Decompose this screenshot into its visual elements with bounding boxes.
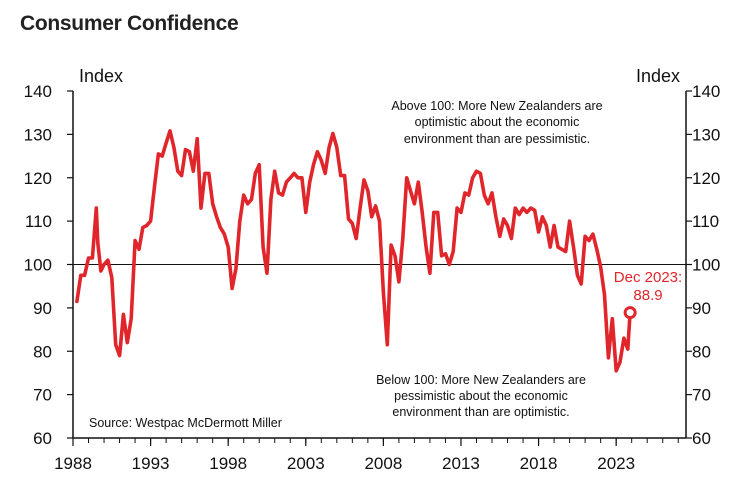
x-tick-label: 2008 <box>364 454 402 473</box>
x-tick-label: 2018 <box>520 454 558 473</box>
x-tick-label: 2003 <box>287 454 325 473</box>
y-tick-label-right: 110 <box>692 212 719 231</box>
x-tick-label: 2023 <box>597 454 635 473</box>
y-tick-label-right: 120 <box>692 169 720 188</box>
x-tick-label: 1993 <box>132 454 170 473</box>
series-line-consumer-confidence <box>75 129 632 373</box>
y-tick-label-right: 60 <box>692 429 711 448</box>
y-tick-label-right: 100 <box>692 256 720 275</box>
annotation-above-line-1: Above 100: More New Zealanders are <box>391 99 602 113</box>
x-tick-label: 1988 <box>54 454 92 473</box>
y-tick-label-right: 130 <box>692 125 720 144</box>
y-tick-label-right: 90 <box>692 299 711 318</box>
tick-layer: 60 60 70 70 80 80 90 90 100 100 110 110 120 120 130 130… <box>24 82 721 473</box>
annotation-above-line-2: optimistic about the economic <box>415 115 580 129</box>
source-note: Source: Westpac McDermott Miller <box>89 416 282 430</box>
series-layer <box>75 129 637 373</box>
x-tick-label: 1998 <box>209 454 247 473</box>
y-tick-label-left: 140 <box>24 82 52 101</box>
y-tick-label-left: 110 <box>25 212 52 231</box>
y-tick-label-left: 80 <box>33 342 52 361</box>
y-tick-label-right: 80 <box>692 342 711 361</box>
annotation-above-line-3: environment than are pessimistic. <box>404 132 590 146</box>
y-tick-label-right: 140 <box>692 82 720 101</box>
y-tick-label-left: 120 <box>24 169 52 188</box>
last-point-marker <box>623 306 637 320</box>
annotation-below-line-3: environment than are optimistic. <box>392 405 569 419</box>
chart-title: Consumer Confidence <box>20 12 239 35</box>
y-tick-label-left: 60 <box>33 429 52 448</box>
x-tick-label: 2013 <box>442 454 480 473</box>
y-tick-label-right: 70 <box>692 386 711 405</box>
y-axis-label-left: Index <box>79 66 123 86</box>
y-tick-label-left: 90 <box>33 299 52 318</box>
annotation-below-line-2: pessimistic about the economic <box>394 389 568 403</box>
y-axis-label-right: Index <box>636 66 680 86</box>
y-tick-label-left: 130 <box>24 125 52 144</box>
last-point-label-value: 88.9 <box>633 287 662 304</box>
last-point-label-date: Dec 2023: <box>614 269 682 286</box>
annotation-below-line-1: Below 100: More New Zealanders are <box>376 373 586 387</box>
y-tick-label-left: 100 <box>24 256 52 275</box>
y-tick-label-left: 70 <box>33 386 52 405</box>
